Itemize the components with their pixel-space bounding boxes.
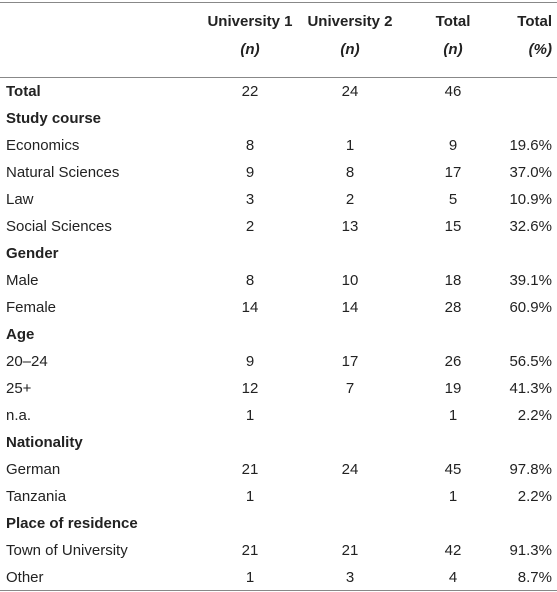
cell-value: 17	[341, 353, 359, 370]
cell-value: 24	[341, 83, 359, 100]
cell-value: 97.8%	[509, 461, 552, 478]
row-label: Social Sciences	[6, 218, 112, 235]
row-label: Female	[6, 299, 57, 316]
row-label: Other	[6, 569, 44, 586]
cell-value: 8	[245, 137, 255, 154]
cell-value: 22	[241, 83, 259, 100]
cell-value: 3	[345, 569, 355, 586]
row-label: Total	[6, 83, 41, 100]
cell-value: 2	[245, 218, 255, 235]
cell-value: 19.6%	[509, 137, 552, 154]
cell-value: 9	[245, 164, 255, 181]
row-label: Male	[6, 272, 39, 289]
cell-value: 13	[341, 218, 359, 235]
row-label: Law	[6, 191, 34, 208]
cell-value: 32.6%	[509, 218, 552, 235]
cell-value: 1	[345, 137, 355, 154]
header-unit: (n)	[240, 41, 260, 58]
cell-value: 45	[444, 461, 462, 478]
cell-value: 2.2%	[517, 488, 552, 505]
cell-value: 14	[341, 299, 359, 316]
cell-value: 1	[448, 407, 458, 424]
cell-value: 21	[241, 461, 259, 478]
section-label: Age	[6, 326, 35, 343]
cell-value: 60.9%	[509, 299, 552, 316]
top-rule	[0, 2, 557, 3]
cell-value: 1	[245, 488, 255, 505]
cell-value: 42	[444, 542, 462, 559]
cell-value: 1	[245, 569, 255, 586]
cell-value: 14	[241, 299, 259, 316]
cell-value: 56.5%	[509, 353, 552, 370]
header-title: University 2	[307, 13, 393, 30]
row-label: n.a.	[6, 407, 32, 424]
cell-value: 8	[245, 272, 255, 289]
bottom-rule	[0, 590, 557, 591]
header-rule	[0, 77, 557, 78]
cell-value: 24	[341, 461, 359, 478]
cell-value: 3	[245, 191, 255, 208]
cell-value: 9	[448, 137, 458, 154]
cell-value: 18	[444, 272, 462, 289]
cell-value: 9	[245, 353, 255, 370]
row-label: German	[6, 461, 61, 478]
cell-value: 12	[241, 380, 259, 397]
cell-value: 1	[245, 407, 255, 424]
row-label: 20–24	[6, 353, 48, 370]
cell-value: 21	[241, 542, 259, 559]
section-label: Nationality	[6, 434, 83, 451]
row-label: Natural Sciences	[6, 164, 120, 181]
cell-value: 19	[444, 380, 462, 397]
header-title: Total	[435, 13, 471, 30]
header-title: University 1	[207, 13, 293, 30]
cell-value: 37.0%	[509, 164, 552, 181]
section-label: Place of residence	[6, 515, 138, 532]
cell-value: 46	[444, 83, 462, 100]
cell-value: 5	[448, 191, 458, 208]
cell-value: 91.3%	[509, 542, 552, 559]
cell-value: 21	[341, 542, 359, 559]
cell-value: 10.9%	[509, 191, 552, 208]
cell-value: 1	[448, 488, 458, 505]
header-unit: (n)	[443, 41, 463, 58]
cell-value: 7	[345, 380, 355, 397]
cell-value: 8	[345, 164, 355, 181]
header-unit: (n)	[340, 41, 360, 58]
cell-value: 8.7%	[517, 569, 552, 586]
row-label: Town of University	[6, 542, 128, 559]
row-label: Economics	[6, 137, 80, 154]
cell-value: 17	[444, 164, 462, 181]
row-label: Tanzania	[6, 488, 67, 505]
header-unit: (%)	[528, 41, 552, 58]
row-label: 25+	[6, 380, 32, 397]
section-label: Study course	[6, 110, 102, 127]
cell-value: 2	[345, 191, 355, 208]
cell-value: 26	[444, 353, 462, 370]
cell-value: 4	[448, 569, 458, 586]
section-label: Gender	[6, 245, 59, 262]
cell-value: 2.2%	[517, 407, 552, 424]
cell-value: 41.3%	[509, 380, 552, 397]
cell-value: 39.1%	[509, 272, 552, 289]
cell-value: 10	[341, 272, 359, 289]
header-title: Total	[517, 13, 552, 30]
cell-value: 15	[444, 218, 462, 235]
cell-value: 28	[444, 299, 462, 316]
